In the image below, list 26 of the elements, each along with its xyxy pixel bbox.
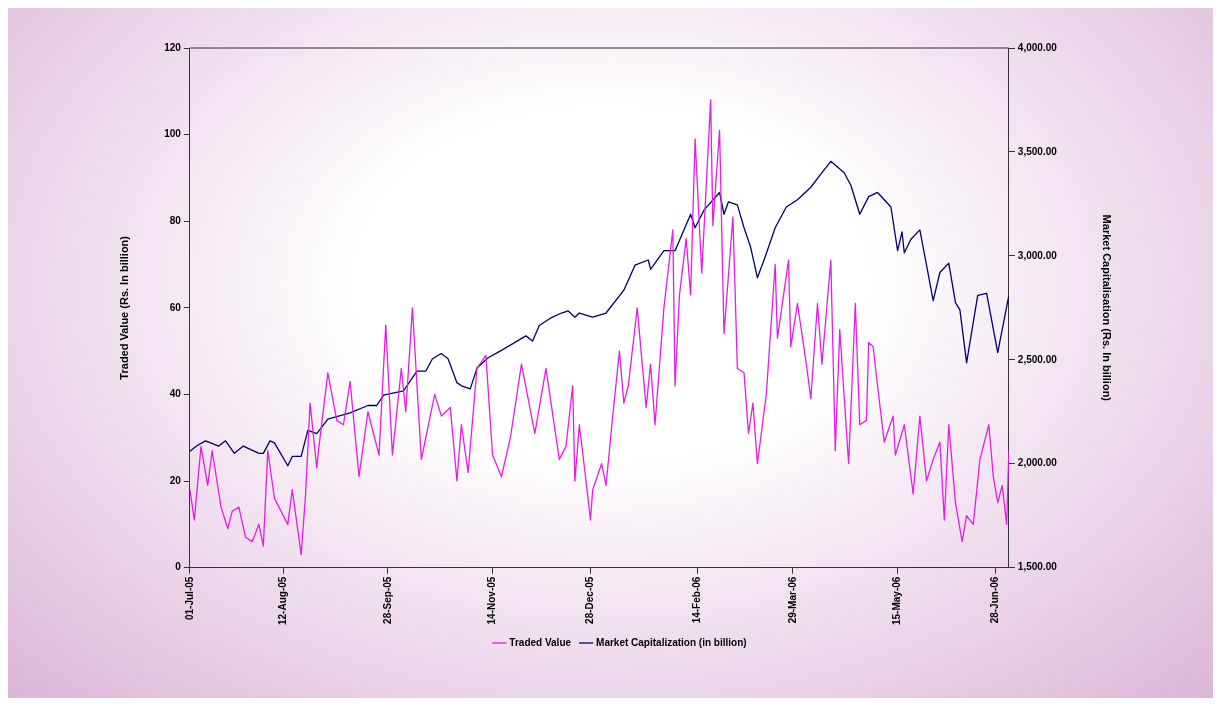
y2-tick-label: 4,000.00 — [1017, 41, 1058, 53]
x-tick-label: 28-Dec-05 — [584, 576, 596, 624]
y2-tick-label: 2,500.00 — [1017, 353, 1058, 365]
x-tick-label: 14-Feb-06 — [691, 576, 703, 624]
x-tick-label: 28-Jun-06 — [989, 576, 1001, 624]
y-tick-label: 60 — [169, 301, 182, 313]
x-tick-label: 28-Sep-05 — [381, 576, 393, 624]
y2-tick-label: 2,000.00 — [1017, 457, 1058, 469]
legend-label: Traded Value — [509, 636, 572, 648]
x-tick-label: 14-Nov-05 — [486, 576, 498, 625]
x-tick-label: 12-Aug-05 — [277, 576, 289, 625]
y-tick-label: 40 — [169, 388, 182, 400]
y-tick-label: 80 — [169, 214, 182, 226]
y-tick-label: 100 — [164, 128, 182, 140]
y2-tick-label: 3,500.00 — [1017, 145, 1058, 157]
x-tick-label: 15-May-06 — [891, 576, 903, 625]
y2-axis-title: Market Capitalisation (Rs. In billion) — [1101, 214, 1114, 402]
y-tick-label: 0 — [175, 561, 182, 573]
y2-tick-label: 3,000.00 — [1017, 249, 1058, 261]
x-tick-label: 01-Jul-05 — [183, 576, 195, 620]
y2-tick-label: 1,500.00 — [1017, 561, 1058, 573]
x-tick-label: 29-Mar-06 — [786, 576, 798, 624]
legend-label: Market Capitalization (in billion) — [596, 636, 747, 648]
y-axis-title: Traded Value (Rs. In billion) — [117, 235, 130, 380]
y-tick-label: 20 — [169, 474, 182, 486]
y-tick-label: 120 — [164, 41, 182, 53]
